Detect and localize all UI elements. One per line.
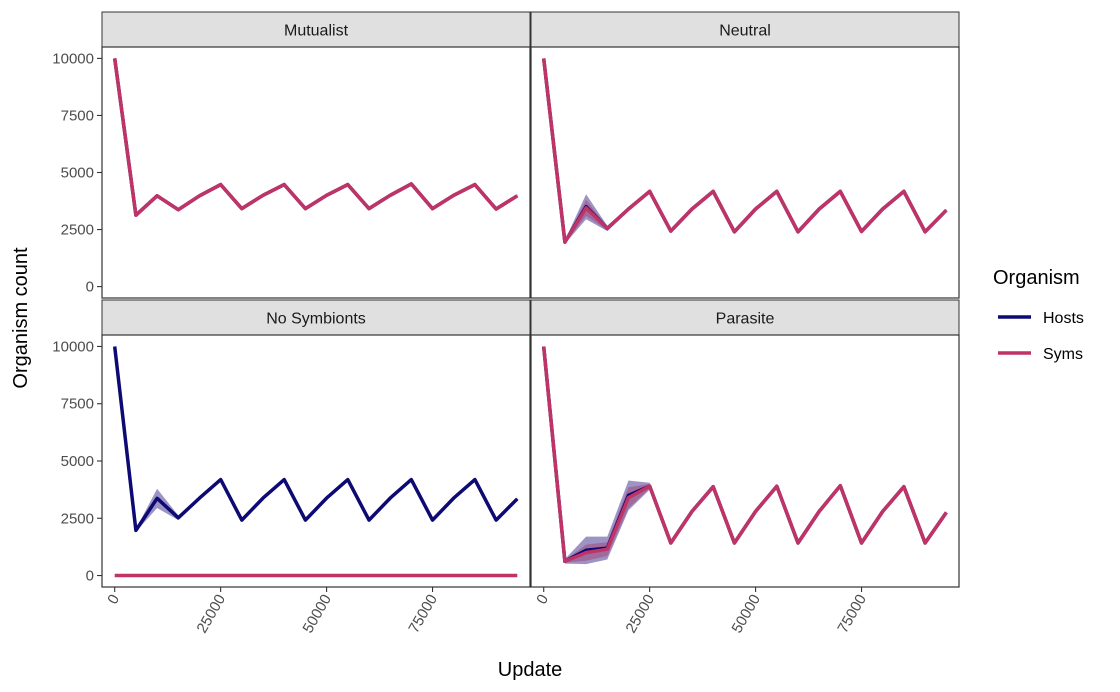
- x-tick-label: 50000: [299, 592, 335, 637]
- line-syms-mutualist: [112, 58, 519, 217]
- panel-parasite: Parasite: [530, 299, 960, 588]
- x-tick-label: 0: [533, 591, 552, 607]
- line-hosts-no-symbionts: [112, 346, 519, 533]
- y-tick-label: 10000: [52, 338, 94, 355]
- y-tick-label: 5000: [61, 165, 94, 182]
- panel-border-parasite: [530, 334, 960, 588]
- strip-neutral: [530, 11, 960, 48]
- strip-mutualist: [101, 11, 531, 48]
- x-tick-label: 25000: [623, 592, 659, 637]
- x-tick-label: 50000: [728, 592, 764, 637]
- y-tick-label: 0: [86, 279, 94, 296]
- strip-label-no-symbionts: No Symbionts: [266, 311, 366, 328]
- x-tick-label: 75000: [405, 591, 441, 636]
- legend-label-hosts: Hosts: [1043, 310, 1084, 327]
- x-axis-title: Update: [498, 659, 563, 681]
- x-tick-label: 25000: [194, 592, 230, 637]
- legend: Organism Hosts Syms: [993, 267, 1084, 363]
- panels-layer: Mutualist Neutral No Symbionts Parasite: [101, 11, 960, 588]
- panel-mutualist: Mutualist: [101, 11, 531, 299]
- y-tick-label: 2500: [61, 222, 94, 239]
- panel-border-neutral: [530, 46, 960, 299]
- strip-parasite: [530, 299, 960, 336]
- y-axis-title: Organism count: [10, 247, 32, 389]
- plot-area-mutualist: [102, 47, 530, 298]
- strip-label-parasite: Parasite: [716, 311, 775, 328]
- panel-no-symbionts: No Symbionts: [101, 299, 531, 588]
- x-tick-label: 75000: [834, 591, 870, 636]
- y-tick-label: 7500: [61, 107, 94, 124]
- strip-label-mutualist: Mutualist: [284, 23, 349, 40]
- ribbon-hosts-parasite: [543, 345, 947, 565]
- panel-neutral: Neutral: [530, 11, 960, 299]
- y-tick-label: 10000: [52, 50, 94, 67]
- plot-area-neutral: [531, 47, 959, 298]
- plot-area-no-symbionts: [102, 335, 530, 587]
- x-tick-label: 0: [104, 591, 123, 607]
- y-tick-label: 7500: [61, 396, 94, 413]
- legend-title: Organism: [993, 267, 1080, 289]
- strip-no-symbionts: [101, 299, 531, 336]
- line-syms-parasite: [541, 346, 948, 564]
- y-tick-label: 0: [86, 568, 94, 585]
- strip-label-neutral: Neutral: [719, 23, 771, 40]
- line-syms-neutral: [541, 58, 948, 244]
- y-tick-label: 2500: [61, 510, 94, 527]
- legend-label-syms: Syms: [1043, 346, 1083, 363]
- y-tick-label: 5000: [61, 453, 94, 470]
